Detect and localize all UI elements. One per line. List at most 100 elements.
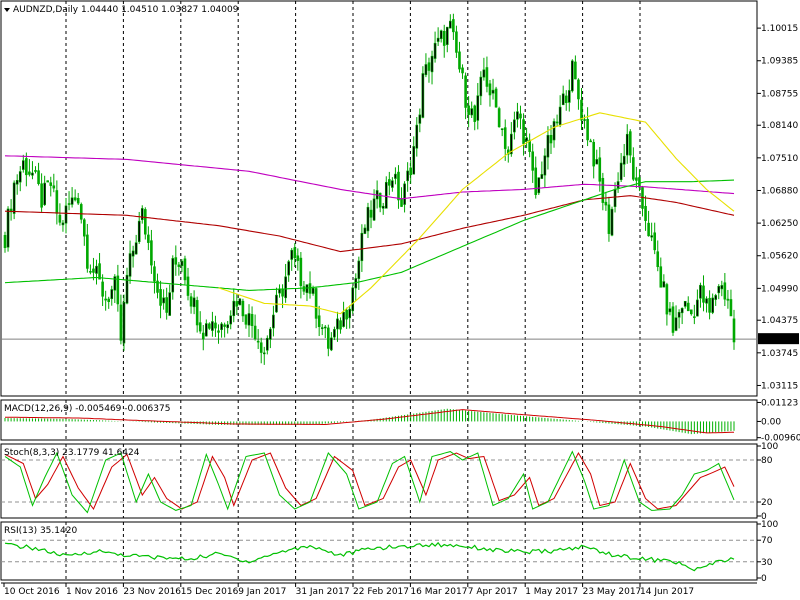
candle-body <box>183 258 187 281</box>
candle-body <box>406 170 409 182</box>
candle-body <box>540 174 544 179</box>
stoch-signal-line <box>4 451 735 510</box>
candle-body <box>458 51 461 70</box>
candle-body <box>635 177 638 181</box>
candle-body <box>583 119 586 121</box>
candle-body <box>705 298 708 304</box>
candle-body <box>220 323 223 330</box>
candle-body <box>461 67 464 74</box>
candle-body <box>107 298 111 303</box>
candle-body <box>476 95 480 121</box>
candle-body <box>333 329 336 338</box>
candle-body <box>500 128 504 130</box>
candle-body <box>22 160 25 170</box>
candle-body <box>37 170 40 184</box>
y-tick-label: 20 <box>761 498 773 508</box>
candle-body <box>311 287 315 294</box>
y-tick-label: 0.01123 <box>761 398 798 408</box>
menu-triangle-icon <box>4 8 10 12</box>
candle-body <box>159 289 162 306</box>
y-tick-label: 30 <box>761 558 773 568</box>
y-tick-label: 1.08140 <box>761 121 798 131</box>
candle-body <box>208 323 211 329</box>
candle-body <box>516 111 519 120</box>
panel-frame-macd <box>0 399 758 441</box>
candle-body <box>147 234 150 243</box>
candle-body <box>156 280 159 293</box>
candle-body <box>683 300 687 307</box>
candle-body <box>247 313 251 326</box>
candle-body <box>714 295 717 300</box>
y-tick-label: 1.06250 <box>761 219 798 229</box>
y-tick-label: 1.09385 <box>761 57 798 67</box>
candle-body <box>598 157 602 182</box>
candle-body <box>601 177 605 203</box>
candle-body <box>619 162 623 181</box>
candle-body <box>79 204 83 220</box>
candle-body <box>421 73 425 118</box>
moving-average-red <box>4 195 735 253</box>
candle-body <box>595 159 599 165</box>
candle-body <box>455 31 458 53</box>
x-tick-label: 23 May 2017 <box>583 587 642 597</box>
x-tick-label: 22 Feb 2017 <box>353 587 409 597</box>
candle-body <box>531 151 534 171</box>
y-tick-label: 0 <box>761 574 767 584</box>
candle-body <box>503 127 507 149</box>
candle-body <box>339 320 342 330</box>
y-tick-label: 100 <box>761 442 778 452</box>
rsi-header: RSI(13) 35.1420 <box>4 526 77 536</box>
candle-body <box>223 324 226 327</box>
y-tick-label: 80 <box>761 456 773 466</box>
candle-body <box>98 263 101 280</box>
candle-body <box>482 69 486 78</box>
candle-body <box>415 124 419 149</box>
candle-body <box>693 316 696 318</box>
candle-body <box>104 298 107 301</box>
candle-body <box>369 209 373 218</box>
candle-body <box>272 314 275 329</box>
candle-body <box>34 170 37 172</box>
candle-body <box>586 118 589 141</box>
candle-body <box>677 311 681 318</box>
candle-body <box>571 60 574 92</box>
candle-body <box>140 208 144 221</box>
candle-body <box>327 327 330 349</box>
candle-body <box>287 261 290 276</box>
x-tick-label: 23 Nov 2016 <box>123 587 181 597</box>
candle-body <box>574 61 577 80</box>
y-tick-label: 100 <box>761 520 778 530</box>
candle-body <box>345 309 348 320</box>
candle-body <box>262 352 266 355</box>
candle-body <box>192 297 196 308</box>
candle-body <box>485 67 489 87</box>
candle-body <box>372 198 376 221</box>
candle-body <box>732 318 736 343</box>
candle-body <box>92 268 95 273</box>
candle-body <box>418 114 422 124</box>
candle-body <box>357 260 361 279</box>
candle-body <box>214 322 217 329</box>
candle-body <box>363 227 367 234</box>
candle-body <box>366 206 370 232</box>
candle-body <box>543 155 547 176</box>
y-tick-label: -0.00960 <box>761 434 800 444</box>
candle-body <box>537 177 541 194</box>
candle-body <box>644 205 647 221</box>
candle-body <box>46 180 50 183</box>
stoch-header: Stoch(8,3,3) 23.1779 41.6424 <box>4 448 140 458</box>
candle-body <box>680 307 684 314</box>
candle-body <box>186 276 190 296</box>
candle-body <box>116 275 120 305</box>
candle-body <box>580 99 583 121</box>
candle-body <box>604 201 608 206</box>
candle-body <box>671 306 675 333</box>
candle-body <box>491 89 495 94</box>
candle-body <box>244 314 248 325</box>
candle-body <box>281 288 284 297</box>
y-tick-label: 1.10015 <box>761 24 798 34</box>
candle-body <box>665 284 669 315</box>
candle-body <box>259 342 263 353</box>
candle-body <box>616 181 620 189</box>
